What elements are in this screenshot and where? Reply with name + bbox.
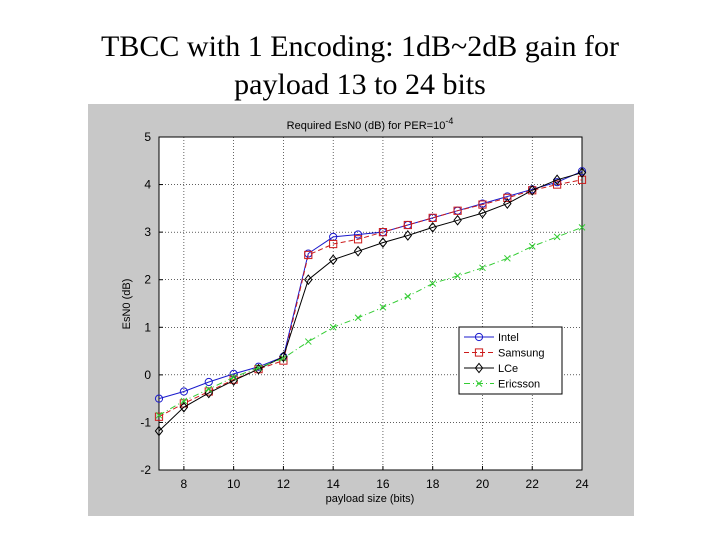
x-tick-label: 8 [181, 477, 188, 491]
data-point-ericsson [304, 338, 312, 345]
data-point-lce [154, 425, 164, 437]
data-point-lce [528, 184, 537, 196]
data-point-lce [453, 214, 462, 226]
data-point-ericsson [230, 373, 238, 381]
x-tick-label: 14 [326, 477, 340, 491]
data-point-ericsson [479, 264, 486, 272]
data-point-lce [328, 254, 338, 266]
data-point-lce [254, 363, 263, 375]
legend-marker-intel [474, 332, 484, 342]
data-point-ericsson [429, 280, 437, 287]
chart-title: Required EsN0 (dB) for PER=10-4 [287, 116, 454, 132]
data-point-intel [204, 377, 213, 387]
x-axis-label: payload size (bits) [326, 493, 415, 505]
data-point-ericsson [404, 293, 412, 300]
y-tick-label: 0 [144, 368, 151, 382]
series-line-intel [158, 170, 583, 400]
chart-title-text: Required EsN0 (dB) for PER=10 [287, 120, 446, 132]
y-tick-label: 3 [144, 225, 151, 239]
data-point-samsung [353, 235, 363, 244]
y-tick-label: 1 [144, 320, 151, 334]
data-point-lce [552, 174, 562, 186]
data-point-samsung [378, 228, 388, 237]
y-tick-label: -2 [140, 463, 151, 477]
data-point-lce [304, 274, 313, 286]
data-point-lce [577, 167, 587, 179]
data-point-intel [154, 394, 164, 403]
data-point-lce [403, 230, 413, 241]
legend-box [458, 326, 563, 395]
series-line-ericsson [158, 226, 583, 416]
slide-title-line-2: payload 13 to 24 bits [234, 68, 486, 101]
data-point-ericsson [503, 254, 511, 262]
data-point-samsung [577, 175, 587, 184]
legend-label-samsung: Samsung [498, 348, 544, 360]
data-point-samsung [329, 239, 338, 249]
data-point-samsung [403, 220, 412, 230]
data-point-lce [478, 207, 487, 219]
figure-frame: 8 10 12 14 16 18 20 22 24 -2 -1 0 1 2 3 4 5 Intel Samsung… [88, 104, 634, 516]
slide-title-line-1: TBCC with 1 Encoding: 1dB~2dB gain for [101, 30, 619, 63]
x-tick-label: 18 [426, 477, 440, 491]
x-tick-label: 24 [575, 477, 589, 491]
data-point-ericsson [180, 397, 188, 405]
data-point-ericsson [578, 224, 586, 231]
data-point-ericsson [205, 385, 213, 393]
data-point-ericsson [155, 411, 163, 419]
legend: Intel Samsung LCe Ericsson [458, 326, 563, 395]
data-point-ericsson [553, 233, 561, 241]
data-point-intel [179, 387, 188, 396]
data-point-ericsson [280, 354, 287, 362]
x-tick-label: 20 [476, 477, 490, 491]
data-point-samsung [428, 213, 437, 222]
data-point-lce [378, 237, 388, 249]
data-point-intel [353, 230, 363, 239]
data-point-ericsson [454, 272, 461, 280]
y-tick-label: 5 [144, 130, 151, 144]
x-tick-label: 10 [227, 477, 241, 491]
slide-title: TBCC with 1 Encoding: 1dB~2dB gain for p… [0, 28, 720, 104]
data-point-samsung [553, 180, 562, 189]
y-tick-label: -1 [140, 415, 151, 429]
data-point-samsung [304, 250, 313, 260]
data-point-ericsson [354, 314, 362, 322]
data-point-samsung [453, 206, 462, 215]
plot-area [158, 136, 583, 471]
data-point-lce [179, 401, 189, 413]
legend-label-lce: LCe [498, 363, 518, 375]
data-point-ericsson [255, 364, 262, 372]
data-point-lce [503, 198, 512, 210]
x-tick-label: 16 [376, 477, 390, 491]
legend-marker-samsung [474, 348, 484, 357]
data-point-ericsson [528, 243, 536, 250]
legend-label-ericsson: Ericsson [498, 379, 540, 391]
x-tick-label: 22 [526, 477, 540, 491]
data-point-lce [353, 245, 363, 257]
legend-marker-lce [474, 362, 484, 374]
series-line-lce [158, 172, 583, 432]
series-group [154, 167, 587, 437]
data-point-ericsson [329, 323, 337, 331]
legend-label-intel: Intel [498, 332, 519, 344]
chart-title-exponent: -4 [445, 116, 453, 126]
series-ericsson [155, 224, 586, 419]
y-tick-label: 2 [144, 273, 151, 287]
data-point-ericsson [379, 303, 387, 311]
data-point-samsung [154, 412, 164, 421]
y-axis-label: EsN0 (dB) [121, 279, 133, 330]
y-tick-label: 4 [144, 178, 151, 192]
data-point-lce [428, 221, 437, 233]
series-line-samsung [158, 179, 583, 418]
data-point-samsung [503, 193, 512, 202]
legend-marker-ericsson [475, 380, 483, 387]
x-tick-label: 12 [277, 477, 291, 491]
